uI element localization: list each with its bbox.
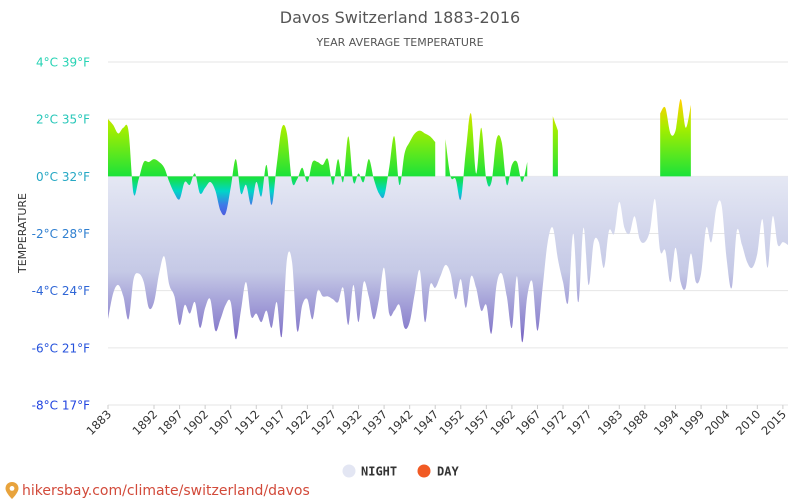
x-tick-label: 1999 xyxy=(677,407,708,438)
x-tick-label: 1952 xyxy=(436,407,467,438)
x-tick-label: 1988 xyxy=(620,407,651,438)
day-series xyxy=(108,99,691,216)
x-tick-label: 1942 xyxy=(385,407,416,438)
x-tick-label: 1972 xyxy=(539,407,570,438)
legend-item-night[interactable]: NIGHT xyxy=(342,464,398,479)
y-tick-label: 4°C 39°F xyxy=(36,56,90,70)
x-tick-label: 1947 xyxy=(411,407,442,438)
y-tick-label: -6°C 21°F xyxy=(32,341,90,355)
day-area-segment xyxy=(108,119,436,216)
legend-day-label: DAY xyxy=(437,465,459,479)
x-tick-label: 1907 xyxy=(206,407,237,438)
source-link[interactable]: hikersbay.com/climate/switzerland/davos xyxy=(5,482,310,499)
day-area-segment xyxy=(445,113,528,200)
y-axis-label: TEMPERATURE xyxy=(16,193,29,274)
day-area-segment xyxy=(552,116,558,177)
x-tick-label: 1962 xyxy=(487,407,518,438)
x-tick-label: 1912 xyxy=(232,407,263,438)
x-tick-label: 1927 xyxy=(309,407,340,438)
x-tick-label: 1897 xyxy=(155,407,186,438)
source-text[interactable]: hikersbay.com/climate/switzerland/davos xyxy=(22,483,310,499)
y-tick-label: -8°C 17°F xyxy=(32,399,90,413)
legend: NIGHT DAY xyxy=(342,464,460,479)
chart-title: Davos Switzerland 1883-2016 xyxy=(280,8,520,27)
map-pin-dot xyxy=(9,486,15,491)
x-tick-label: 2010 xyxy=(733,407,764,438)
y-axis-ticks: 4°C 39°F 2°C 35°F 0°C 32°F -2°C 28°F -4°C 24… xyxy=(32,56,90,413)
x-tick-label: 1922 xyxy=(283,407,314,438)
night-series xyxy=(108,176,788,343)
y-tick-label: 2°C 35°F xyxy=(36,113,90,127)
x-tick-label: 1957 xyxy=(462,407,493,438)
y-tick-label: 0°C 32°F xyxy=(36,170,90,184)
x-tick-label: 1967 xyxy=(513,407,544,438)
x-axis-ticks: 1883 189218971902190719121917192219271932… xyxy=(84,405,789,438)
chart-subtitle: YEAR AVERAGE TEMPERATURE xyxy=(315,36,483,49)
x-tick-label: 1917 xyxy=(257,407,288,438)
legend-item-day[interactable]: DAY xyxy=(417,464,460,479)
x-tick-label: 2015 xyxy=(758,407,789,438)
legend-night-marker xyxy=(342,464,356,478)
y-tick-label: -4°C 24°F xyxy=(32,284,90,298)
x-tick-label: 2004 xyxy=(702,407,733,438)
x-tick-label: 1902 xyxy=(181,407,212,438)
x-tick-label: 1994 xyxy=(651,407,682,438)
x-tick-label: 1983 xyxy=(595,407,626,438)
night-area xyxy=(108,176,788,343)
x-tick-label: 1937 xyxy=(360,407,391,438)
day-area-segment xyxy=(660,99,691,177)
legend-day-marker xyxy=(417,464,431,478)
x-tick-label: 1892 xyxy=(130,407,161,438)
x-tick-label: 1977 xyxy=(564,407,595,438)
y-tick-label: -2°C 28°F xyxy=(32,227,90,241)
x-tick-label: 1932 xyxy=(334,407,365,438)
legend-night-label: NIGHT xyxy=(361,465,397,479)
